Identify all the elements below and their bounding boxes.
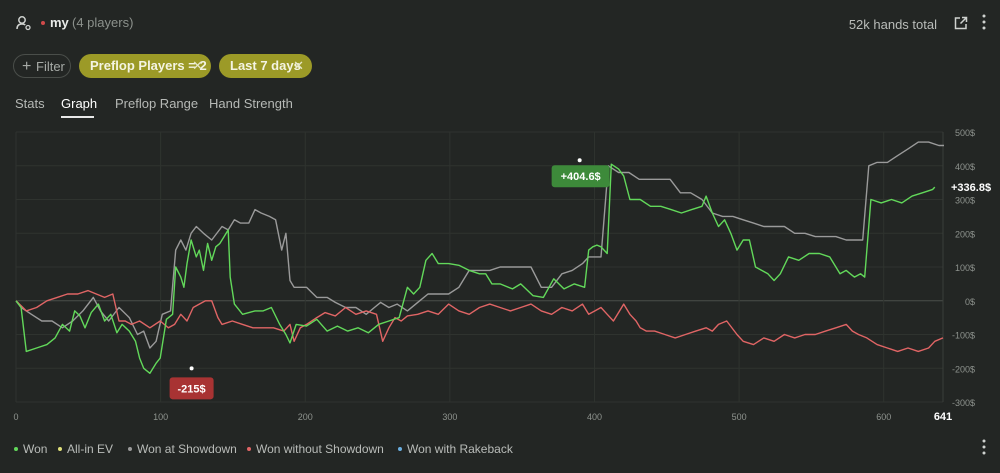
add-filter-button[interactable]: + Filter — [13, 54, 71, 78]
y-tick-label: 300$ — [955, 196, 975, 206]
y-tick-label: 0$ — [965, 297, 975, 307]
max-badge — [551, 165, 610, 188]
legend-label: All-in EV — [67, 442, 114, 456]
final-value-label: +336.8$ — [951, 182, 991, 194]
tab-stats[interactable]: Stats — [15, 96, 45, 111]
series-line-won-at-showdown — [15, 141, 944, 349]
series-line-won-without-showdown — [15, 289, 944, 353]
y-tick-label: -200$ — [952, 364, 975, 374]
y-tick-label: 400$ — [955, 162, 975, 172]
x-tick-label: 300 — [442, 412, 457, 422]
legend-dot — [58, 446, 62, 451]
open-external-icon[interactable] — [954, 16, 968, 30]
filter-chip-date-range[interactable]: Last 7 days ✕ — [219, 54, 312, 78]
filter-chip-preflop-players[interactable]: Preflop Players = 2 ✕ — [79, 54, 211, 78]
legend-more-icon[interactable] — [981, 438, 987, 456]
min-badge — [169, 377, 214, 400]
status-dot — [41, 21, 45, 25]
more-menu-icon[interactable] — [981, 13, 987, 31]
tab-preflop-range[interactable]: Preflop Range — [115, 96, 199, 111]
y-tick-label: 500$ — [955, 128, 975, 138]
legend-item-won-with-rakeback[interactable]: Won with Rakeback — [398, 442, 513, 456]
add-filter-label: Filter — [36, 59, 65, 74]
max-label: +404.6$ — [561, 171, 601, 183]
legend-label: Won at Showdown — [137, 442, 237, 456]
x-tick-label: 500 — [732, 412, 747, 422]
x-tick-label: 600 — [876, 412, 891, 422]
x-tick-label: 100 — [153, 412, 168, 422]
min-label: -215$ — [178, 383, 206, 395]
legend-label: Won with Rakeback — [407, 442, 513, 456]
hands-total: 52k hands total — [848, 17, 937, 32]
legend-label: Won without Showdown — [256, 442, 384, 456]
x-tick-label: 200 — [298, 412, 313, 422]
legend-item-won-at-showdown[interactable]: Won at Showdown — [128, 442, 237, 456]
min-marker — [189, 366, 194, 371]
y-tick-label: -100$ — [952, 331, 975, 341]
remove-filter-icon[interactable]: ✕ — [293, 58, 304, 73]
plus-icon: + — [22, 58, 32, 75]
y-tick-label: 200$ — [955, 229, 975, 239]
user-settings-icon[interactable] — [16, 15, 32, 31]
legend-dot — [14, 446, 18, 451]
legend-item-all-in-ev[interactable]: All-in EV — [58, 442, 113, 456]
active-tab-indicator — [61, 116, 94, 118]
winnings-graph[interactable]: 500$ 400$ 300$ 200$ 100$ 0$ -100$ -200$ -300$ 0 10… — [0, 120, 1000, 430]
header-bar: my (4 players) 52k hands total — [0, 0, 1000, 46]
legend-item-won[interactable]: Won — [14, 442, 47, 456]
max-marker — [577, 158, 582, 163]
filter-chip-label: Preflop Players = 2 — [90, 58, 207, 73]
x-tick-label: 0 — [13, 412, 18, 422]
legend-label: Won — [23, 442, 48, 456]
player-name[interactable]: my — [50, 15, 69, 30]
y-tick-label: 100$ — [955, 263, 975, 273]
x-end-label: 641 — [934, 411, 952, 423]
legend-item-won-without-showdown[interactable]: Won without Showdown — [247, 442, 384, 456]
tab-hand-strength[interactable]: Hand Strength — [209, 96, 293, 111]
x-tick-label: 400 — [587, 412, 602, 422]
remove-filter-icon[interactable]: ✕ — [192, 58, 203, 73]
y-tick-label: -300$ — [952, 398, 975, 408]
filter-chip-label: Last 7 days — [230, 58, 301, 73]
legend-dot — [247, 446, 251, 451]
series-line-won — [15, 163, 936, 374]
legend-dot — [398, 446, 402, 451]
tab-graph[interactable]: Graph — [61, 96, 98, 111]
player-count: (4 players) — [72, 15, 134, 30]
legend-dot — [128, 446, 132, 451]
